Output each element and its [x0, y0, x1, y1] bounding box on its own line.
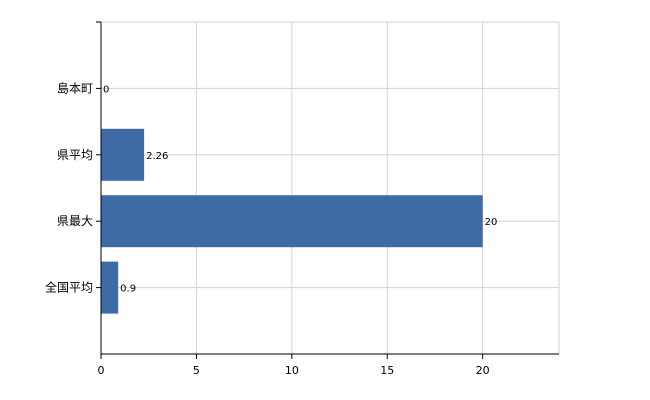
category-label-2: 県最大: [57, 214, 93, 228]
bar-2: [101, 195, 483, 248]
x-tick-label-1: 5: [193, 364, 200, 377]
x-tick-label-4: 20: [476, 364, 490, 377]
bar-1: [101, 128, 145, 181]
bar-series: [101, 128, 483, 314]
x-tick-label-3: 15: [380, 364, 394, 377]
data-label-0: 0: [103, 84, 109, 95]
category-label-1: 県平均: [57, 148, 93, 162]
category-label-0: 島本町: [57, 80, 93, 95]
data-label-2: 20: [485, 217, 498, 228]
data-label-1: 2.26: [146, 151, 168, 162]
x-tick-label-2: 10: [285, 364, 299, 377]
data-label-3: 0.9: [120, 284, 136, 295]
data-labels: 0 2.26 20 0.9: [103, 84, 497, 294]
bar-3: [101, 261, 119, 314]
grid-lines: [101, 21, 560, 354]
category-label-3: 全国平均: [45, 280, 93, 295]
x-tick-label-0: 0: [98, 364, 105, 377]
x-axis-ticks: 0 5 10 15 20: [98, 354, 490, 377]
